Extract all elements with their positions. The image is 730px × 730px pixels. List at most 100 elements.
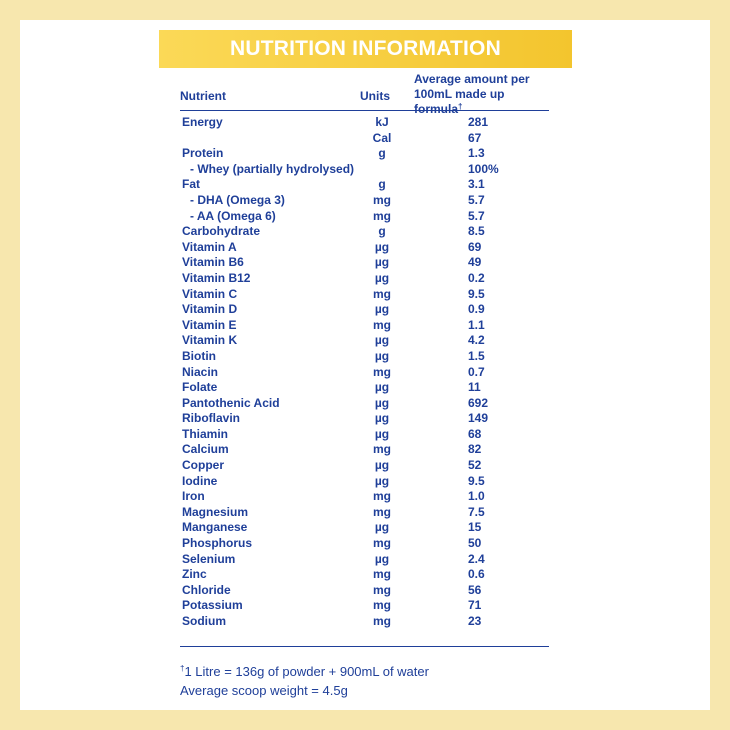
nutrient-name: - Whey (partially hydrolysed) xyxy=(190,161,355,176)
footnote-text-1: 1 Litre = 136g of powder + 900mL of wate… xyxy=(184,664,429,679)
nutrient-amount: 2.4 xyxy=(468,551,485,566)
nutrient-name: Selenium xyxy=(182,551,236,566)
table-row: Vitamin A µg 69 xyxy=(182,240,552,256)
table-row: Vitamin B6 µg 49 xyxy=(182,255,552,271)
table-row: Vitamin B12 µg 0.2 xyxy=(182,271,552,287)
nutrient-unit: mg xyxy=(373,504,391,519)
nutrient-amount: 68 xyxy=(468,426,482,441)
nutrient-amount: 50 xyxy=(468,536,482,551)
nutrient-name: Potassium xyxy=(182,598,243,613)
nutrient-amount: 1.0 xyxy=(468,489,485,504)
nutrient-amount: 49 xyxy=(468,255,482,270)
nutrient-name: Sodium xyxy=(182,614,226,628)
nutrient-unit: µg xyxy=(374,426,390,441)
table-row: Magnesium mg 7.5 xyxy=(182,505,552,521)
nutrient-amount: 5.7 xyxy=(468,192,485,207)
table-row: Carbohydrate g 8.5 xyxy=(182,224,552,240)
nutrient-unit: mg xyxy=(373,536,391,551)
nutrient-unit: µg xyxy=(374,255,390,270)
footnote-dagger: † xyxy=(180,664,185,673)
table-row: Vitamin E mg 1.1 xyxy=(182,318,552,334)
nutrient-amount: 11 xyxy=(468,380,481,395)
nutrient-name: Energy xyxy=(182,115,223,129)
nutrient-unit: g xyxy=(378,146,386,161)
nutrient-unit: mg xyxy=(373,567,391,582)
nutrient-name: Vitamin C xyxy=(182,286,238,301)
nutrient-unit: mg xyxy=(373,582,391,597)
nutrient-name: Calcium xyxy=(182,442,229,457)
nutrient-unit: mg xyxy=(373,442,391,457)
table-row: - AA (Omega 6) mg 5.7 xyxy=(182,209,552,225)
nutrient-unit: mg xyxy=(373,364,391,379)
table-row: Protein g 1.3 xyxy=(182,146,552,162)
table-row: Thiamin µg 68 xyxy=(182,427,552,443)
nutrient-unit: µg xyxy=(374,551,390,566)
table-row: Vitamin K µg 4.2 xyxy=(182,333,552,349)
nutrient-amount: 82 xyxy=(468,442,482,457)
nutrient-amount: 4.2 xyxy=(468,333,485,348)
nutrient-unit: mg xyxy=(373,614,391,628)
nutrient-amount: 281 xyxy=(468,115,489,129)
header-amount-line2: 100mL made up formula xyxy=(414,87,505,116)
table-row: Selenium µg 2.4 xyxy=(182,552,552,568)
nutrient-name: Carbohydrate xyxy=(182,224,261,239)
nutrient-amount: 8.5 xyxy=(468,224,485,239)
nutrient-unit: mg xyxy=(373,317,391,332)
nutrient-amount: 67 xyxy=(468,130,482,145)
nutrient-amount: 1.3 xyxy=(468,146,485,161)
nutrient-name: Magnesium xyxy=(182,504,249,519)
nutrient-unit: g xyxy=(378,177,386,192)
nutrition-panel: NUTRITION INFORMATION Nutrient Units Ave… xyxy=(20,20,710,710)
header-dagger: † xyxy=(458,102,463,111)
nutrient-unit: mg xyxy=(373,489,391,504)
nutrient-amount: 69 xyxy=(468,239,482,254)
table-row: Fat g 3.1 xyxy=(182,177,552,193)
nutrient-unit: µg xyxy=(374,458,390,473)
nutrient-name: Chloride xyxy=(182,582,231,597)
nutrient-amount: 1.5 xyxy=(468,348,485,363)
nutrient-name: Biotin xyxy=(182,348,216,363)
nutrient-amount: 0.6 xyxy=(468,567,485,582)
nutrient-amount: 9.5 xyxy=(468,473,485,488)
nutrient-unit: µg xyxy=(374,302,390,317)
footnote-line-1: †1 Litre = 136g of powder + 900mL of wat… xyxy=(180,662,429,681)
footnote: †1 Litre = 136g of powder + 900mL of wat… xyxy=(180,662,429,700)
table-row: Phosphorus mg 50 xyxy=(182,536,552,552)
table-header-row: Nutrient Units Average amount per 100mL … xyxy=(180,68,550,116)
header-amount-line1: Average amount per xyxy=(414,72,530,86)
nutrient-name: - AA (Omega 6) xyxy=(190,208,276,223)
nutrient-unit: µg xyxy=(374,270,390,285)
nutrient-unit: µg xyxy=(374,411,390,426)
table-row: Riboflavin µg 149 xyxy=(182,411,552,427)
nutrient-unit: µg xyxy=(374,348,390,363)
page-title: NUTRITION INFORMATION xyxy=(230,37,501,60)
nutrient-name: Thiamin xyxy=(182,426,229,441)
nutrient-amount: 15 xyxy=(468,520,482,535)
nutrient-amount: 0.9 xyxy=(468,302,485,317)
nutrient-name: Iodine xyxy=(182,473,218,488)
table-row: Potassium mg 71 xyxy=(182,598,552,614)
table-row: - Whey (partially hydrolysed) 100% xyxy=(182,162,552,178)
header-divider xyxy=(180,110,549,111)
nutrient-name: Iron xyxy=(182,489,205,504)
nutrient-name: Niacin xyxy=(182,364,219,379)
table-row: Iodine µg 9.5 xyxy=(182,474,552,490)
table-row: Vitamin C mg 9.5 xyxy=(182,287,552,303)
table-row: Energy kJ 281 xyxy=(182,115,552,131)
nutrient-name: Manganese xyxy=(182,520,248,535)
table-row: Sodium mg 23 xyxy=(182,614,552,630)
table-row: - DHA (Omega 3) mg 5.7 xyxy=(182,193,552,209)
table-row: Cal 67 xyxy=(182,131,552,147)
nutrient-name: Vitamin B12 xyxy=(182,270,251,285)
nutrient-amount: 9.5 xyxy=(468,286,485,301)
header-units: Units xyxy=(360,89,390,103)
nutrient-amount: 71 xyxy=(468,598,482,613)
table-row: Copper µg 52 xyxy=(182,458,552,474)
nutrient-unit: µg xyxy=(374,380,390,395)
nutrient-name: Folate xyxy=(182,380,218,395)
table-row: Niacin mg 0.7 xyxy=(182,365,552,381)
nutrient-name: Copper xyxy=(182,458,224,473)
nutrient-name: Pantothenic Acid xyxy=(182,395,280,410)
nutrient-name: Protein xyxy=(182,146,224,161)
header-amount: Average amount per 100mL made up formula… xyxy=(414,72,550,117)
